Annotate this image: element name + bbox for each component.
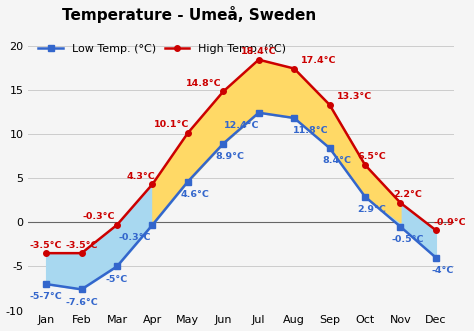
- Text: 12.4°C: 12.4°C: [224, 121, 260, 130]
- Text: -7.6°C: -7.6°C: [65, 298, 98, 307]
- Text: -5°C: -5°C: [106, 275, 128, 284]
- Text: 17.4°C: 17.4°C: [301, 56, 337, 65]
- Legend: Low Temp. (°C), High Temp. (°C): Low Temp. (°C), High Temp. (°C): [34, 39, 291, 58]
- Text: 11.8°C: 11.8°C: [293, 126, 328, 135]
- Text: 2.9°C: 2.9°C: [357, 205, 386, 214]
- Low Temp. (°C): [256, 111, 262, 115]
- Low Temp. (°C): [362, 195, 368, 199]
- High Temp. (°C): [43, 251, 49, 255]
- Low Temp. (°C): [327, 146, 332, 150]
- Line: Low Temp. (°C): Low Temp. (°C): [43, 110, 438, 292]
- Low Temp. (°C): [398, 225, 403, 229]
- Text: -3.5°C: -3.5°C: [30, 241, 63, 250]
- Text: -4°C: -4°C: [432, 266, 454, 275]
- High Temp. (°C): [114, 223, 120, 227]
- Text: 2.2°C: 2.2°C: [393, 190, 422, 199]
- Low Temp. (°C): [43, 282, 49, 286]
- Text: 8.9°C: 8.9°C: [216, 152, 245, 161]
- Low Temp. (°C): [150, 223, 155, 227]
- Text: -0.9°C: -0.9°C: [433, 218, 466, 227]
- High Temp. (°C): [220, 89, 226, 93]
- Text: -0.3°C: -0.3°C: [82, 212, 115, 221]
- Text: 18.4°C: 18.4°C: [241, 47, 276, 56]
- Text: 10.1°C: 10.1°C: [154, 120, 189, 129]
- High Temp. (°C): [362, 163, 368, 167]
- Low Temp. (°C): [220, 142, 226, 146]
- Low Temp. (°C): [114, 264, 120, 268]
- Text: 4.3°C: 4.3°C: [127, 172, 155, 181]
- Text: -0.3°C: -0.3°C: [118, 233, 151, 242]
- High Temp. (°C): [292, 67, 297, 71]
- High Temp. (°C): [433, 228, 438, 232]
- Text: 6.5°C: 6.5°C: [357, 152, 386, 161]
- Text: 4.6°C: 4.6°C: [180, 190, 209, 199]
- Text: -0.5°C: -0.5°C: [391, 235, 424, 244]
- Text: -5-7°C: -5-7°C: [30, 292, 63, 301]
- High Temp. (°C): [256, 58, 262, 62]
- High Temp. (°C): [327, 103, 332, 107]
- High Temp. (°C): [79, 251, 84, 255]
- Text: 14.8°C: 14.8°C: [186, 79, 222, 88]
- Low Temp. (°C): [292, 116, 297, 120]
- Line: High Temp. (°C): High Temp. (°C): [43, 57, 438, 256]
- High Temp. (°C): [185, 131, 191, 135]
- Text: 13.3°C: 13.3°C: [337, 92, 372, 101]
- Low Temp. (°C): [185, 180, 191, 184]
- Low Temp. (°C): [79, 287, 84, 291]
- Text: 8.4°C: 8.4°C: [322, 156, 351, 165]
- Low Temp. (°C): [433, 256, 438, 260]
- Text: -3.5°C: -3.5°C: [65, 241, 98, 250]
- Text: Temperature - Umeå, Sweden: Temperature - Umeå, Sweden: [63, 6, 317, 23]
- High Temp. (°C): [398, 201, 403, 205]
- High Temp. (°C): [150, 182, 155, 186]
